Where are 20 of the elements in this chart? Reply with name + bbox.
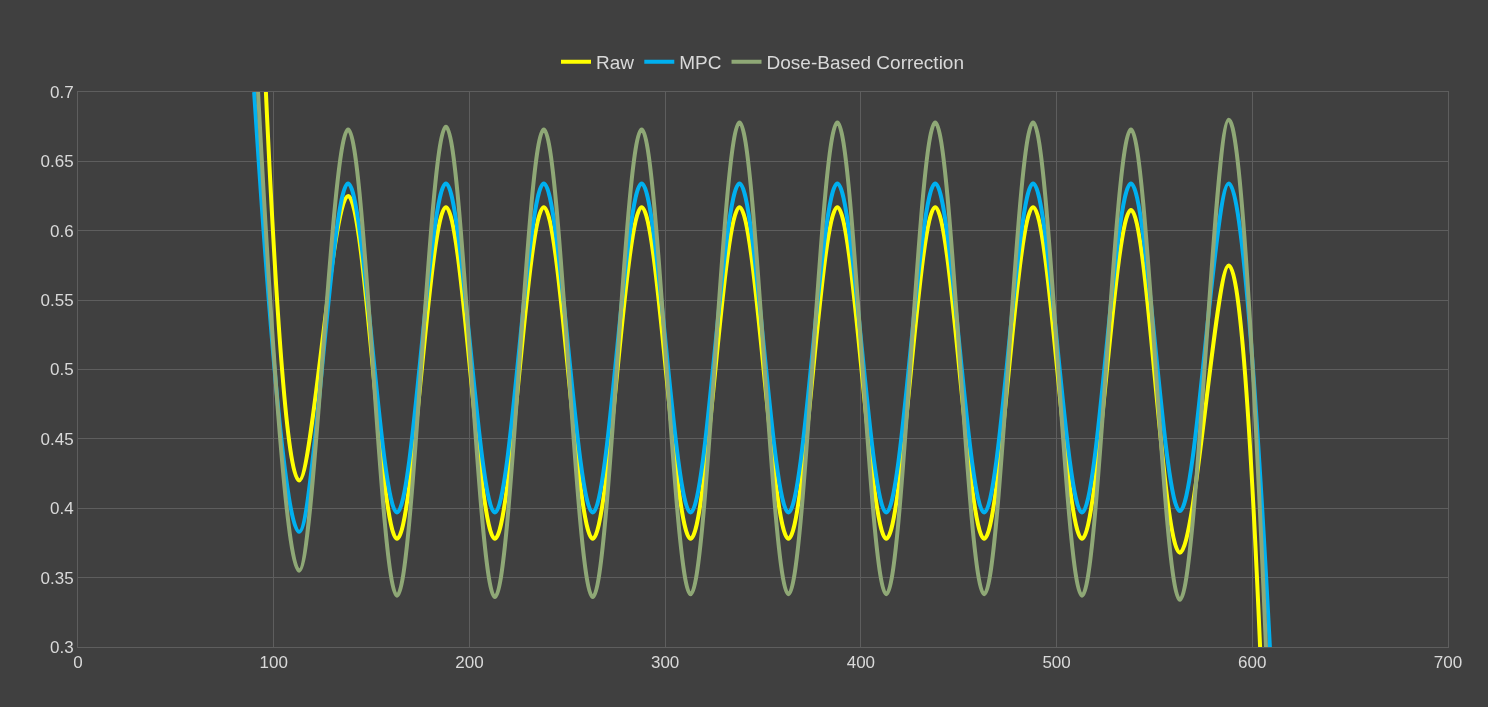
- x-tick-label: 600: [1238, 653, 1267, 673]
- x-tick-label: 300: [650, 653, 680, 673]
- y-tick-label: 0.55: [40, 291, 74, 311]
- legend-label: MPC: [679, 52, 722, 74]
- x-tick-label: 200: [455, 653, 484, 673]
- x-tick-label: 0: [73, 653, 83, 673]
- legend-label: Raw: [596, 52, 635, 74]
- y-tick-label: 0.65: [40, 152, 74, 172]
- y-tick-label: 0.4: [49, 499, 74, 519]
- x-tick-label: 400: [846, 653, 876, 673]
- y-tick-label: 0.3: [49, 637, 74, 657]
- x-tick-label: 500: [1042, 653, 1071, 673]
- x-tick-label: 100: [259, 653, 288, 673]
- x-tick-label: 700: [1433, 653, 1463, 673]
- legend-label: Dose-Based Correction: [766, 52, 965, 74]
- y-tick-label: 0.6: [49, 221, 74, 241]
- y-tick-label: 0.7: [49, 82, 74, 102]
- y-tick-label: 0.5: [49, 360, 74, 380]
- y-tick-label: 0.35: [40, 568, 74, 588]
- y-tick-label: 0.45: [40, 429, 74, 449]
